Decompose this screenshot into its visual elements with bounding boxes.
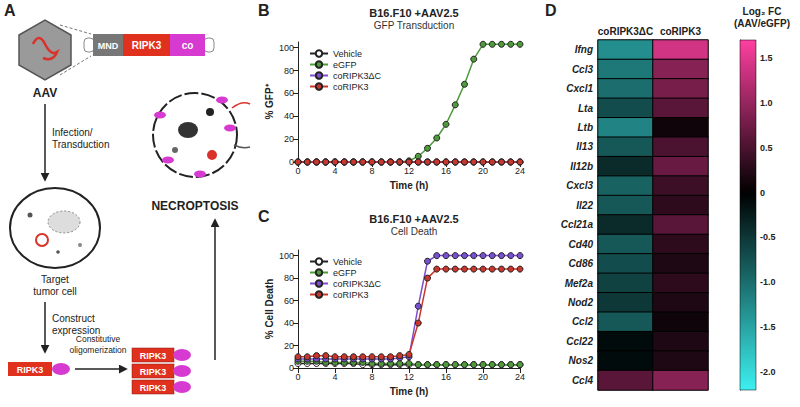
svg-text:Cell Death: Cell Death <box>391 226 438 237</box>
svg-text:(AAV/eGFP): (AAV/eGFP) <box>734 18 790 29</box>
svg-text:-1.0: -1.0 <box>760 277 776 287</box>
svg-text:A: A <box>4 2 16 19</box>
svg-text:co: co <box>182 40 194 51</box>
svg-text:RIPK3: RIPK3 <box>140 367 167 377</box>
svg-text:% Cell Death: % Cell Death <box>264 279 275 340</box>
svg-text:oligomerization: oligomerization <box>69 345 126 355</box>
svg-text:GFP Transduction: GFP Transduction <box>374 20 454 31</box>
svg-text:12: 12 <box>404 372 414 382</box>
svg-text:B: B <box>258 2 270 19</box>
svg-text:Nod2: Nod2 <box>568 297 593 308</box>
svg-text:16: 16 <box>441 372 451 382</box>
svg-text:Transduction: Transduction <box>52 139 109 150</box>
svg-text:Ifng: Ifng <box>575 44 593 55</box>
svg-text:0.5: 0.5 <box>760 143 773 153</box>
svg-text:Ccl22: Ccl22 <box>566 336 593 347</box>
svg-text:expression: expression <box>52 325 101 336</box>
svg-text:C: C <box>258 208 270 225</box>
svg-text:0: 0 <box>289 157 294 167</box>
svg-text:Vehicle: Vehicle <box>333 257 362 267</box>
svg-text:coRIPK3ΔC: coRIPK3ΔC <box>333 71 382 81</box>
svg-text:20: 20 <box>478 372 488 382</box>
svg-text:20: 20 <box>478 166 488 176</box>
svg-text:-2.0: -2.0 <box>760 367 776 377</box>
svg-text:NECROPTOSIS: NECROPTOSIS <box>151 199 238 213</box>
svg-text:80: 80 <box>284 66 294 76</box>
svg-text:RIPK3: RIPK3 <box>140 383 167 393</box>
svg-text:B16.F10 +AAV2.5: B16.F10 +AAV2.5 <box>369 7 458 19</box>
svg-text:Construct: Construct <box>52 313 95 324</box>
svg-text:RIPK3: RIPK3 <box>17 365 44 375</box>
svg-text:tumor cell: tumor cell <box>33 286 76 297</box>
svg-text:24: 24 <box>515 166 525 176</box>
svg-text:24: 24 <box>515 372 525 382</box>
svg-text:Il12b: Il12b <box>570 161 593 172</box>
svg-text:Target: Target <box>41 274 69 285</box>
svg-text:60: 60 <box>284 88 294 98</box>
svg-text:Ltb: Ltb <box>577 122 593 133</box>
svg-text:Infection/: Infection/ <box>52 127 93 138</box>
svg-text:coRIPK3ΔC: coRIPK3ΔC <box>598 26 654 37</box>
svg-text:D: D <box>545 2 557 19</box>
svg-text:8: 8 <box>369 372 374 382</box>
svg-text:-0.5: -0.5 <box>760 232 776 242</box>
svg-text:80: 80 <box>284 273 294 283</box>
svg-text:8: 8 <box>369 166 374 176</box>
svg-text:1.5: 1.5 <box>760 53 773 63</box>
svg-text:Time (h): Time (h) <box>390 386 429 397</box>
svg-text:Constitutive: Constitutive <box>76 334 121 344</box>
svg-text:Vehicle: Vehicle <box>333 49 362 59</box>
svg-text:eGFP: eGFP <box>333 268 357 278</box>
svg-text:% GFP⁺: % GFP⁺ <box>264 83 275 119</box>
svg-text:Nos2: Nos2 <box>569 355 594 366</box>
svg-text:B16.F10 +AAV2.5: B16.F10 +AAV2.5 <box>369 213 458 225</box>
svg-text:Ccl2: Ccl2 <box>572 316 594 327</box>
svg-text:1.0: 1.0 <box>760 98 773 108</box>
svg-text:AAV: AAV <box>33 86 57 100</box>
svg-text:60: 60 <box>284 296 294 306</box>
svg-text:100: 100 <box>279 251 294 261</box>
svg-text:4: 4 <box>332 166 337 176</box>
svg-text:0: 0 <box>295 372 300 382</box>
svg-text:16: 16 <box>441 166 451 176</box>
svg-text:RIPK3: RIPK3 <box>140 351 167 361</box>
svg-text:Log₂ FC: Log₂ FC <box>743 6 782 17</box>
svg-text:100: 100 <box>279 43 294 53</box>
svg-text:12: 12 <box>404 166 414 176</box>
svg-text:coRIPK3ΔC: coRIPK3ΔC <box>333 279 382 289</box>
svg-text:MND: MND <box>98 41 119 51</box>
svg-text:coRIPK3: coRIPK3 <box>660 26 702 37</box>
svg-text:0: 0 <box>760 188 765 198</box>
svg-text:Cxcl3: Cxcl3 <box>566 180 593 191</box>
svg-text:Il22: Il22 <box>576 200 593 211</box>
svg-text:Cxcl1: Cxcl1 <box>566 83 593 94</box>
svg-text:coRIPK3: coRIPK3 <box>333 82 369 92</box>
svg-text:Cd40: Cd40 <box>569 239 594 250</box>
svg-text:Lta: Lta <box>578 103 593 114</box>
svg-text:0: 0 <box>289 363 294 373</box>
svg-text:Time (h): Time (h) <box>390 180 429 191</box>
svg-text:20: 20 <box>284 134 294 144</box>
svg-text:Cd86: Cd86 <box>569 258 594 269</box>
svg-text:Il13: Il13 <box>576 141 593 152</box>
svg-text:RIPK3: RIPK3 <box>132 40 162 51</box>
svg-text:40: 40 <box>284 111 294 121</box>
svg-text:4: 4 <box>332 372 337 382</box>
svg-text:40: 40 <box>284 318 294 328</box>
svg-text:20: 20 <box>284 341 294 351</box>
svg-text:Ccl3: Ccl3 <box>572 64 594 75</box>
svg-text:Ccl4: Ccl4 <box>572 375 594 386</box>
svg-text:0: 0 <box>295 166 300 176</box>
svg-text:Mef2a: Mef2a <box>565 278 594 289</box>
svg-text:coRIPK3: coRIPK3 <box>333 290 369 300</box>
svg-text:eGFP: eGFP <box>333 60 357 70</box>
svg-text:-1.5: -1.5 <box>760 322 776 332</box>
svg-text:Ccl21a: Ccl21a <box>561 219 594 230</box>
